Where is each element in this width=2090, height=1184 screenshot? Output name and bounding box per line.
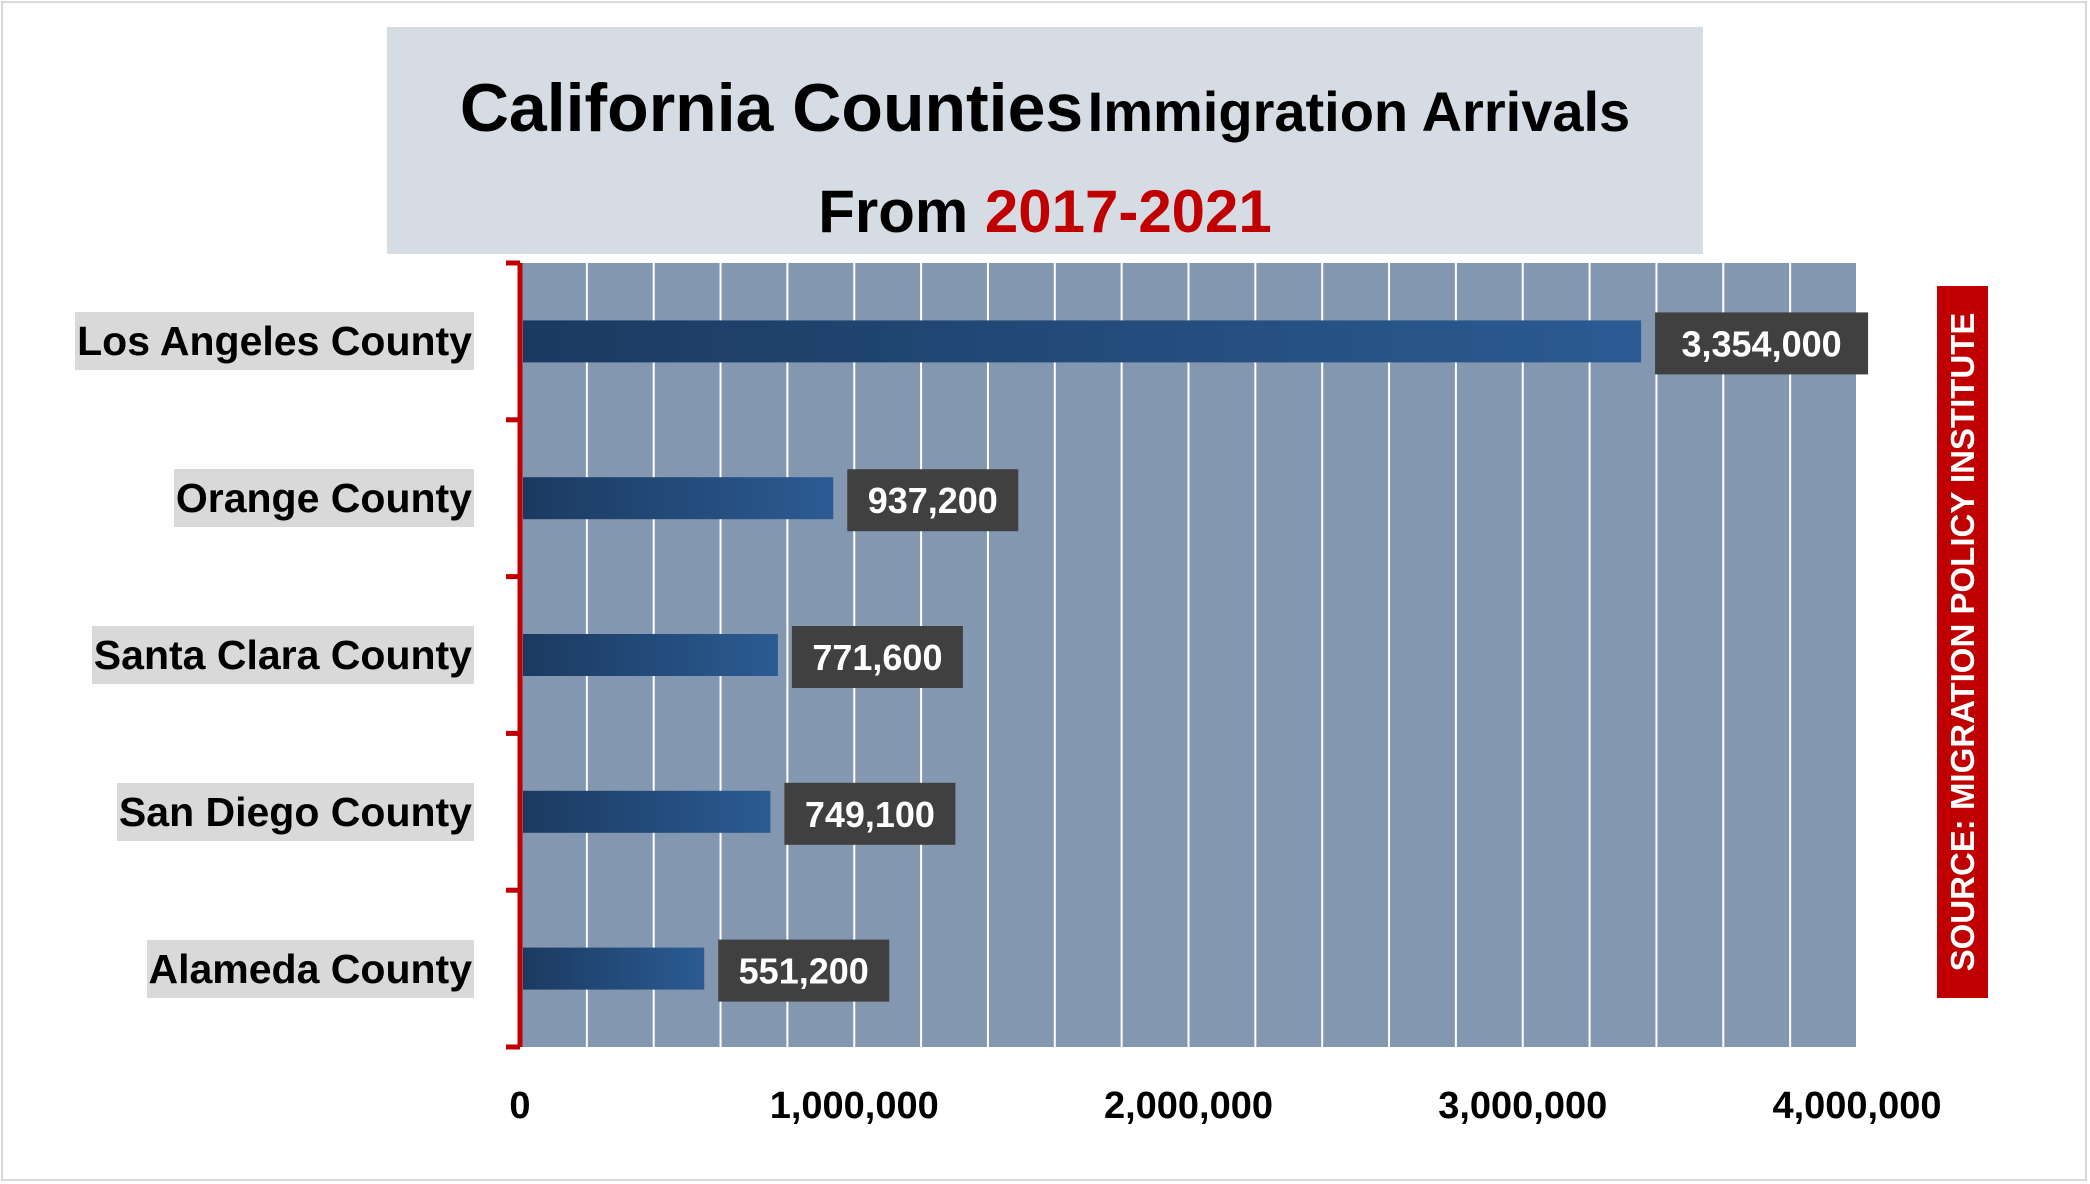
title-part1: California Counties (459, 70, 1084, 146)
title-part2: Immigration Arrivals (1087, 80, 1631, 143)
x-tick-label: 1,000,000 (769, 1085, 939, 1127)
chart-subtitle: From 2017-2021 (387, 177, 1703, 246)
data-label-box (791, 626, 963, 688)
data-label: 937,200 (868, 480, 998, 521)
data-label-box (1655, 312, 1869, 375)
data-label: 551,200 (739, 951, 869, 992)
source-text: SOURCE: MIGRATION POLICY INSTITUTE (1943, 312, 1981, 972)
x-tick-label: 3,000,000 (1438, 1085, 1608, 1127)
data-label-box (847, 469, 1019, 532)
bar (523, 947, 705, 990)
chart-title: California Counties Immigration Arrivals (387, 69, 1703, 147)
category-label: Alameda County (146, 939, 474, 998)
category-label: Orange County (173, 469, 474, 528)
data-label-box (718, 939, 890, 1002)
x-tick-label: 2,000,000 (1103, 1085, 1274, 1127)
bar (523, 477, 834, 520)
data-label: 749,100 (805, 794, 935, 835)
x-tick-label: 4,000,000 (1772, 1085, 1942, 1127)
category-label: San Diego County (116, 782, 474, 841)
subtitle-years: 2017-2021 (984, 178, 1272, 245)
subtitle-prefix: From (818, 178, 969, 245)
source-badge: SOURCE: MIGRATION POLICY INSTITUTE (1937, 286, 1988, 998)
data-label: 3,354,000 (1681, 323, 1841, 364)
data-label-box (784, 782, 956, 845)
x-tick-label: 0 (509, 1085, 531, 1127)
bar (523, 320, 1642, 363)
category-label: Santa Clara County (91, 626, 474, 684)
bar (523, 634, 778, 676)
bar (523, 790, 771, 833)
category-label: Los Angeles County (75, 312, 474, 371)
title-box: California Counties Immigration Arrivals… (387, 27, 1703, 254)
data-label: 771,600 (812, 637, 942, 678)
